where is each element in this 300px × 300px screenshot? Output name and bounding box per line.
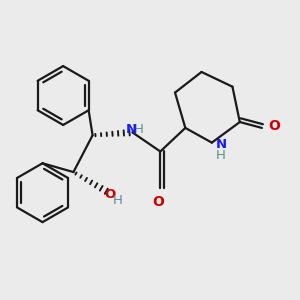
Text: O: O: [268, 119, 280, 134]
Text: O: O: [152, 195, 164, 209]
Text: N: N: [125, 123, 136, 136]
Text: O: O: [105, 188, 116, 201]
Text: N: N: [215, 139, 226, 152]
Text: H: H: [113, 194, 122, 207]
Text: H: H: [134, 123, 144, 136]
Text: H: H: [215, 148, 225, 161]
